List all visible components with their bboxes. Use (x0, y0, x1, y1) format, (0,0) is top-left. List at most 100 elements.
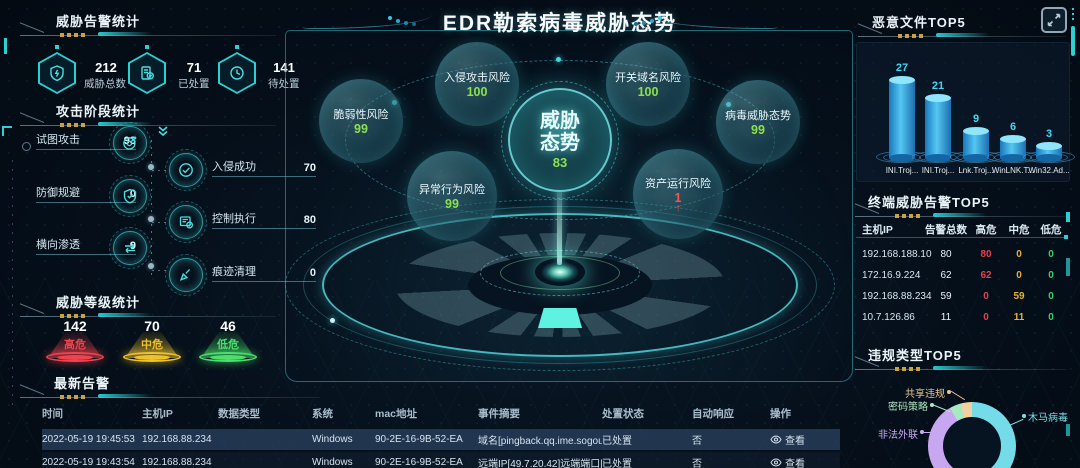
risk-bubble-domain[interactable]: 开关域名风险 100 (606, 42, 690, 126)
column-header: 系统 (312, 407, 333, 420)
bubble-value: 99 (354, 122, 368, 136)
bar-value: 27 (895, 62, 909, 74)
section-decoration (19, 112, 276, 129)
bar-malicious-file-4[interactable] (1000, 135, 1026, 162)
edge-decoration (1066, 424, 1070, 436)
edge-decoration (2, 126, 12, 136)
cell-auto-response: 否 (692, 436, 702, 447)
attack-stage-item: 控制执行 80 (212, 210, 316, 229)
cell-total: 11 (940, 312, 952, 323)
bar-label: WinLNK.T... (991, 166, 1035, 175)
donut-label-dot (1022, 414, 1026, 418)
bubble-label: 脆弱性风险 (333, 109, 389, 121)
orbit-dot (556, 57, 561, 62)
stat-label: 待处置 (268, 78, 300, 90)
fullscreen-button[interactable] (1041, 7, 1067, 33)
core-threat-gauge[interactable]: 威胁 态势 83 (501, 81, 619, 199)
level-base-fill (134, 355, 170, 360)
level-base-fill (57, 355, 93, 360)
terminal-table-row[interactable]: 192.168.188.10 80 80 0 0 (862, 249, 1066, 260)
bubble-value: 99 (751, 123, 765, 137)
alert-table-row[interactable]: 2022-05-19 19:45:53 192.168.88.234 Windo… (42, 429, 840, 450)
column-header: 自动响应 (692, 407, 734, 420)
donut-label-dot (947, 390, 951, 394)
cell-ip: 192.168.88.234 (142, 457, 212, 468)
cell-ip: 10.7.126.86 (862, 312, 915, 323)
cell-high: 0 (983, 291, 989, 302)
platform-glow-core (535, 258, 585, 286)
bar-malicious-file-2[interactable] (925, 94, 951, 162)
alert-table-row[interactable]: 2022-05-19 19:43:54 192.168.88.234 Windo… (42, 452, 840, 468)
connector-stub (152, 270, 168, 271)
cell-summary: 域名[pingback.qq.ime.sogou.c... (478, 436, 602, 447)
column-header: 数据类型 (218, 407, 260, 420)
section-title-violation-types: 违规类型TOP5 (868, 348, 962, 363)
risk-bubble-virus[interactable]: 病毒威胁态势 99 (716, 80, 800, 164)
view-button[interactable]: 查看 (770, 455, 840, 468)
cell-ip: 192.168.88.234 (142, 434, 212, 445)
risk-bubble-asset[interactable]: 资产运行风险 1 ↑ (633, 149, 723, 239)
risk-bubble-vulnerability[interactable]: 脆弱性风险 99 (319, 79, 403, 163)
title-decoration-dots (658, 16, 662, 20)
column-header: 时间 (42, 407, 63, 420)
bar-malicious-file-1[interactable] (889, 76, 915, 162)
cell-time: 2022-05-19 19:45:53 (42, 434, 135, 445)
cell-os: Windows (312, 457, 353, 468)
bubble-value: 1 (674, 191, 682, 205)
bubble-value: 99 (445, 197, 459, 211)
level-base-fill (210, 355, 246, 360)
donut-leader-line (924, 432, 936, 433)
bar-value: 9 (972, 113, 980, 125)
stage-connector-line (151, 140, 152, 278)
bar-value: 3 (1045, 128, 1053, 140)
attack-stage-item: 入侵成功 70 (212, 158, 316, 177)
scrollbar-thumb[interactable] (1071, 26, 1075, 56)
level-label: 高危 (64, 339, 86, 351)
bar-malicious-file-5[interactable] (1036, 142, 1062, 162)
terminal-table-row[interactable]: 172.16.9.224 62 62 0 0 (862, 270, 1066, 281)
stat-hexagon (38, 45, 76, 94)
cell-low: 0 (1048, 249, 1054, 260)
expand-icon (1046, 12, 1062, 28)
view-button[interactable]: 查看 (770, 432, 840, 447)
column-header: 高危 (975, 224, 997, 236)
terminal-table-row[interactable]: 10.7.126.86 11 0 11 0 (862, 312, 1066, 323)
section-decoration (19, 22, 276, 39)
cell-low: 0 (1048, 291, 1054, 302)
section-title-latest-alerts: 最新告警 (54, 376, 111, 391)
level-base-ring (199, 352, 257, 362)
violation-donut-chart[interactable] (928, 402, 1016, 468)
cell-os: Windows (312, 434, 353, 445)
section-title-terminal-alerts: 终端威胁告警TOP5 (868, 195, 990, 210)
connector-node (148, 263, 154, 269)
section-decoration (854, 356, 1066, 373)
risk-bubble-behavior[interactable]: 异常行为风险 99 (407, 151, 497, 241)
cell-ip: 172.16.9.224 (862, 270, 921, 281)
column-header: 低危 (1040, 224, 1062, 236)
bar-malicious-file-3[interactable] (963, 127, 989, 162)
section-title-attack-stages: 攻击阶段统计 (56, 104, 141, 119)
cell-ip: 192.168.88.234 (862, 291, 932, 302)
stat-label: 威胁总数 (84, 78, 126, 90)
terminal-table-row[interactable]: 192.168.88.234 59 0 59 0 (862, 291, 1066, 302)
cell-low: 0 (1048, 312, 1054, 323)
donut-label-illegal: 非法外联 (878, 430, 918, 441)
title-decoration-dots (388, 16, 392, 20)
cell-mac: 90-2E-16-9B-52-EA (375, 457, 463, 468)
terminal-table-header: 主机IP 告警总数 高危 中危 低危 (862, 222, 1066, 237)
chevron-down-icon (156, 124, 170, 138)
cell-mid: 11 (1013, 312, 1025, 323)
section-decoration (19, 303, 276, 320)
donut-label-share: 共享违规 (905, 389, 945, 400)
cell-total: 62 (940, 270, 952, 281)
donut-label-password: 密码策略 (888, 402, 928, 413)
bar-value: 21 (931, 80, 945, 92)
bubble-label: 病毒威胁态势 (725, 110, 791, 122)
cell-summary: 远端IP[49.7.20.42]远端端口[80... (478, 459, 602, 468)
column-header: mac地址 (375, 407, 418, 420)
cell-high: 80 (980, 249, 992, 260)
stage-label: 横向渗透 (36, 239, 80, 251)
document-check-icon (138, 64, 156, 82)
risk-bubble-intrusion[interactable]: 入侵攻击风险 100 (435, 42, 519, 126)
bar-value: 6 (1009, 121, 1017, 133)
